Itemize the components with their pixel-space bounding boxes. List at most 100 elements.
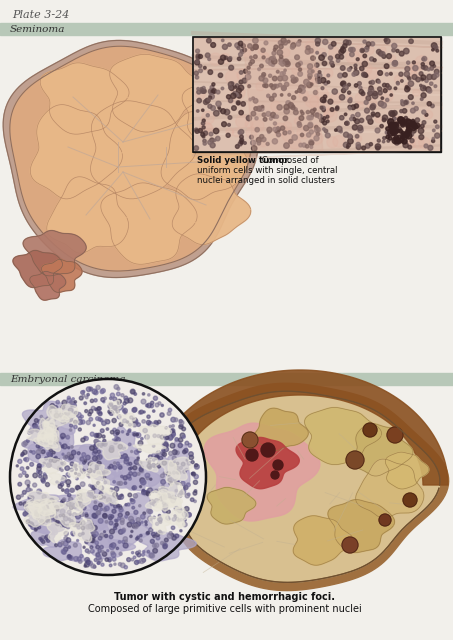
Circle shape <box>90 432 94 436</box>
Circle shape <box>47 513 49 516</box>
Circle shape <box>18 483 22 486</box>
Circle shape <box>275 129 280 133</box>
Circle shape <box>396 49 399 52</box>
Circle shape <box>28 495 32 499</box>
Polygon shape <box>71 441 127 481</box>
Circle shape <box>357 81 361 85</box>
Circle shape <box>119 508 123 512</box>
Circle shape <box>152 502 156 506</box>
Circle shape <box>106 550 109 552</box>
Circle shape <box>405 124 410 128</box>
Circle shape <box>272 51 276 55</box>
Circle shape <box>413 65 418 70</box>
Circle shape <box>133 466 137 470</box>
Circle shape <box>155 403 159 407</box>
Circle shape <box>300 88 305 93</box>
Circle shape <box>84 402 87 404</box>
Circle shape <box>87 474 89 476</box>
Circle shape <box>252 120 264 132</box>
Circle shape <box>210 143 215 148</box>
Circle shape <box>93 496 96 499</box>
Circle shape <box>222 122 226 127</box>
Circle shape <box>247 66 250 69</box>
Circle shape <box>69 513 71 515</box>
Circle shape <box>382 118 386 122</box>
Circle shape <box>314 129 318 132</box>
Circle shape <box>291 106 295 109</box>
Polygon shape <box>166 460 180 486</box>
Circle shape <box>82 532 84 535</box>
Polygon shape <box>96 440 128 460</box>
Circle shape <box>398 117 405 124</box>
Circle shape <box>419 72 423 76</box>
Circle shape <box>76 502 81 506</box>
Circle shape <box>22 471 26 474</box>
Polygon shape <box>108 400 121 415</box>
Circle shape <box>279 58 284 63</box>
Circle shape <box>306 111 309 114</box>
Polygon shape <box>68 463 84 479</box>
Circle shape <box>38 470 42 474</box>
Circle shape <box>91 485 93 488</box>
Circle shape <box>278 40 283 45</box>
Circle shape <box>97 561 100 564</box>
Circle shape <box>229 85 232 89</box>
Circle shape <box>400 133 405 138</box>
Circle shape <box>153 544 156 547</box>
Circle shape <box>114 486 119 492</box>
Circle shape <box>340 116 344 120</box>
Circle shape <box>281 42 284 45</box>
Circle shape <box>169 461 173 466</box>
Circle shape <box>62 461 66 465</box>
Circle shape <box>28 430 32 435</box>
Circle shape <box>46 463 51 467</box>
Circle shape <box>34 419 38 422</box>
Circle shape <box>120 456 123 458</box>
Circle shape <box>168 408 172 412</box>
Circle shape <box>97 441 101 445</box>
Circle shape <box>298 72 303 76</box>
Circle shape <box>70 503 74 508</box>
Circle shape <box>311 70 314 73</box>
Circle shape <box>128 430 130 433</box>
Circle shape <box>109 521 113 525</box>
Circle shape <box>308 74 312 78</box>
Circle shape <box>320 97 326 102</box>
Circle shape <box>168 518 170 520</box>
Circle shape <box>118 465 122 468</box>
Circle shape <box>261 106 264 108</box>
Polygon shape <box>236 437 299 489</box>
Circle shape <box>387 132 390 135</box>
Polygon shape <box>75 490 91 510</box>
Circle shape <box>270 113 275 117</box>
Circle shape <box>411 128 416 133</box>
Circle shape <box>156 463 161 468</box>
Circle shape <box>64 536 68 541</box>
Circle shape <box>393 130 396 133</box>
Circle shape <box>45 483 49 486</box>
Circle shape <box>88 476 91 478</box>
Circle shape <box>131 390 135 394</box>
Circle shape <box>97 454 102 460</box>
Circle shape <box>47 452 50 456</box>
Circle shape <box>421 75 426 80</box>
Circle shape <box>37 470 40 474</box>
Circle shape <box>154 424 156 427</box>
Circle shape <box>132 422 137 427</box>
Circle shape <box>350 118 353 120</box>
Circle shape <box>194 146 198 150</box>
Circle shape <box>199 69 202 72</box>
Circle shape <box>77 452 80 454</box>
Circle shape <box>27 484 29 487</box>
Circle shape <box>126 433 129 435</box>
Circle shape <box>282 76 288 81</box>
Circle shape <box>94 408 96 410</box>
Circle shape <box>147 492 150 496</box>
Circle shape <box>312 124 318 131</box>
Circle shape <box>401 123 405 127</box>
Polygon shape <box>83 463 111 478</box>
Circle shape <box>391 129 398 135</box>
Circle shape <box>348 99 352 103</box>
Circle shape <box>376 79 380 83</box>
Polygon shape <box>98 488 118 504</box>
